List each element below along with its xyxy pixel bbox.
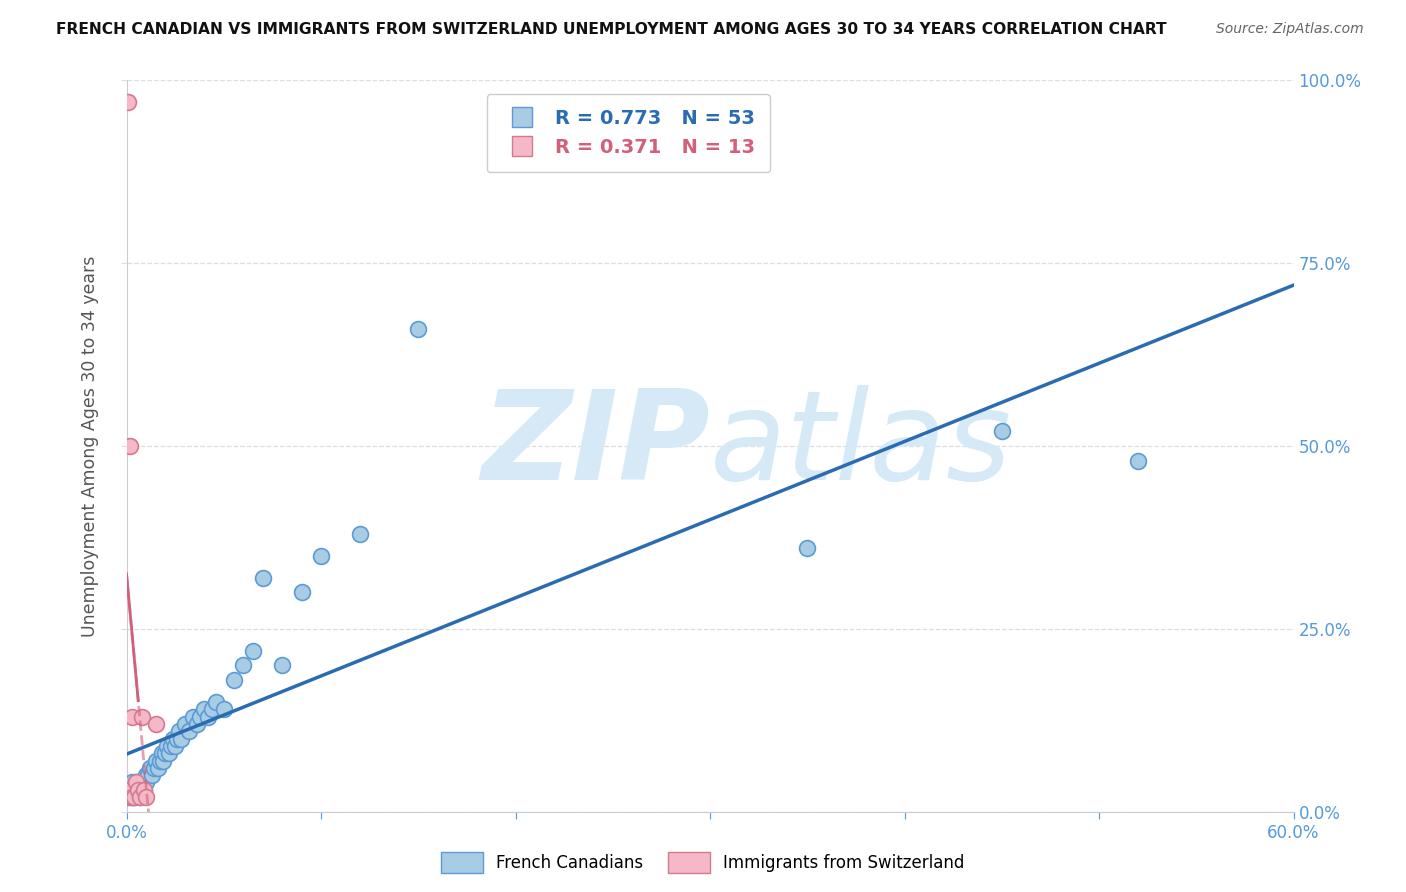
Point — [1126, 453, 1149, 467]
Point — [117, 790, 139, 805]
Point — [156, 739, 179, 753]
Point — [124, 790, 146, 805]
Point — [141, 768, 163, 782]
Point — [177, 724, 200, 739]
Point — [127, 782, 149, 797]
Point — [181, 709, 204, 723]
Point — [165, 739, 187, 753]
Point — [193, 702, 215, 716]
Point — [232, 658, 254, 673]
Point — [186, 717, 208, 731]
Point — [146, 761, 169, 775]
Point — [309, 549, 332, 563]
Point — [142, 761, 165, 775]
Point — [135, 790, 157, 805]
Point — [121, 790, 143, 805]
Point — [139, 761, 162, 775]
Point — [127, 782, 149, 797]
Point — [131, 709, 153, 723]
Point — [408, 322, 430, 336]
Point — [125, 775, 148, 789]
Point — [290, 585, 312, 599]
Point — [125, 775, 148, 789]
Point — [197, 709, 219, 723]
Point — [120, 439, 142, 453]
Point — [129, 790, 152, 805]
Point — [271, 658, 294, 673]
Point — [131, 775, 153, 789]
Text: ZIP: ZIP — [481, 385, 710, 507]
Point — [121, 775, 143, 789]
Text: Source: ZipAtlas.com: Source: ZipAtlas.com — [1216, 22, 1364, 37]
Legend: R = 0.773   N = 53, R = 0.371   N = 13: R = 0.773 N = 53, R = 0.371 N = 13 — [486, 94, 770, 172]
Point — [205, 695, 228, 709]
Point — [129, 790, 152, 805]
Point — [152, 754, 174, 768]
Point — [160, 739, 183, 753]
Legend: French Canadians, Immigrants from Switzerland: French Canadians, Immigrants from Switze… — [434, 846, 972, 880]
Point — [120, 782, 142, 797]
Point — [121, 709, 143, 723]
Text: FRENCH CANADIAN VS IMMIGRANTS FROM SWITZERLAND UNEMPLOYMENT AMONG AGES 30 TO 34 : FRENCH CANADIAN VS IMMIGRANTS FROM SWITZ… — [56, 22, 1167, 37]
Point — [796, 541, 818, 556]
Point — [121, 790, 143, 805]
Point — [157, 746, 180, 760]
Point — [252, 571, 274, 585]
Point — [120, 782, 142, 797]
Point — [145, 754, 167, 768]
Point — [349, 526, 371, 541]
Y-axis label: Unemployment Among Ages 30 to 34 years: Unemployment Among Ages 30 to 34 years — [82, 255, 100, 637]
Point — [212, 702, 235, 716]
Point — [135, 768, 157, 782]
Point — [166, 731, 188, 746]
Point — [190, 709, 212, 723]
Point — [132, 782, 155, 797]
Point — [149, 754, 172, 768]
Point — [174, 717, 197, 731]
Point — [222, 673, 245, 687]
Point — [135, 775, 157, 789]
Point — [155, 746, 177, 760]
Point — [242, 644, 264, 658]
Point — [167, 724, 190, 739]
Point — [990, 425, 1012, 439]
Point — [145, 717, 167, 731]
Point — [125, 782, 148, 797]
Point — [124, 790, 146, 805]
Point — [136, 768, 159, 782]
Text: atlas: atlas — [710, 385, 1012, 507]
Point — [170, 731, 193, 746]
Point — [150, 746, 173, 760]
Point — [201, 702, 224, 716]
Point — [132, 782, 155, 797]
Point — [162, 731, 184, 746]
Point — [117, 95, 139, 110]
